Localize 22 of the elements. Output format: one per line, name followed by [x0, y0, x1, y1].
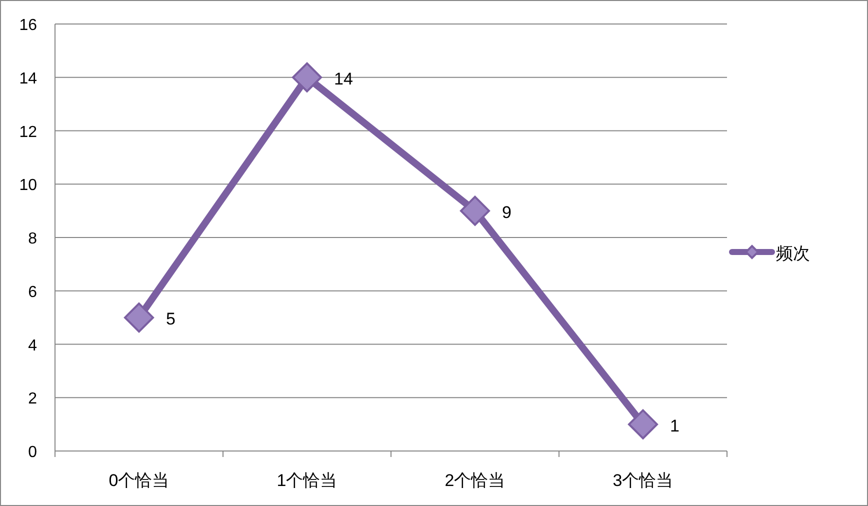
- y-tick-label: 10: [19, 177, 38, 194]
- data-label: 1: [670, 416, 680, 436]
- x-tick-label: 0个恰当: [108, 471, 170, 490]
- y-tick-label: 2: [28, 390, 38, 408]
- y-tick-label: 4: [28, 337, 38, 354]
- y-tick-label: 12: [19, 124, 38, 141]
- x-tick-label: 2个恰当: [444, 471, 506, 490]
- legend-label: 频次: [776, 244, 810, 263]
- data-label: 14: [334, 69, 353, 88]
- y-tick-label: 0: [28, 444, 38, 461]
- point: [460, 196, 490, 226]
- y-tick-label: 6: [28, 284, 38, 301]
- x-tick-label: 1个恰当: [276, 471, 338, 490]
- data-label: 9: [502, 202, 512, 222]
- point: [292, 62, 322, 92]
- data-label: 5: [166, 310, 176, 329]
- x-tick-label: 3个恰当: [612, 471, 674, 490]
- y-tick-label: 14: [19, 70, 38, 88]
- y-tick-label: 16: [19, 17, 38, 34]
- y-tick-label: 8: [28, 230, 38, 248]
- point: [124, 302, 154, 333]
- point: [628, 409, 658, 440]
